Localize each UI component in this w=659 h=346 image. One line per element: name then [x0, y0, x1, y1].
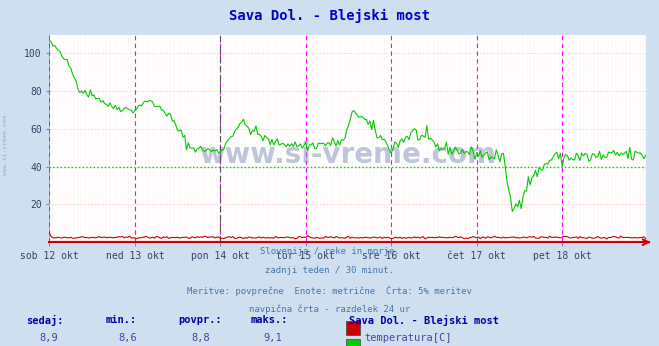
- Text: www.si-vreme.com: www.si-vreme.com: [199, 141, 496, 169]
- Text: Sava Dol. - Blejski most: Sava Dol. - Blejski most: [229, 9, 430, 23]
- Text: Slovenija / reke in morje.: Slovenija / reke in morje.: [260, 247, 399, 256]
- Text: temperatura[C]: temperatura[C]: [364, 333, 452, 343]
- Text: 8,6: 8,6: [119, 333, 137, 343]
- Text: min.:: min.:: [105, 315, 136, 325]
- Text: navpična črta - razdelek 24 ur: navpična črta - razdelek 24 ur: [249, 304, 410, 314]
- Text: 8,8: 8,8: [191, 333, 210, 343]
- Text: sedaj:: sedaj:: [26, 315, 64, 326]
- Text: Meritve: povprečne  Enote: metrične  Črta: 5% meritev: Meritve: povprečne Enote: metrične Črta:…: [187, 285, 472, 296]
- Text: maks.:: maks.:: [250, 315, 288, 325]
- Text: Sava Dol. - Blejski most: Sava Dol. - Blejski most: [349, 315, 500, 326]
- Text: 8,9: 8,9: [40, 333, 58, 343]
- Text: www.si-vreme.com: www.si-vreme.com: [3, 115, 8, 175]
- Text: povpr.:: povpr.:: [178, 315, 221, 325]
- Text: zadnji teden / 30 minut.: zadnji teden / 30 minut.: [265, 266, 394, 275]
- Text: 9,1: 9,1: [264, 333, 282, 343]
